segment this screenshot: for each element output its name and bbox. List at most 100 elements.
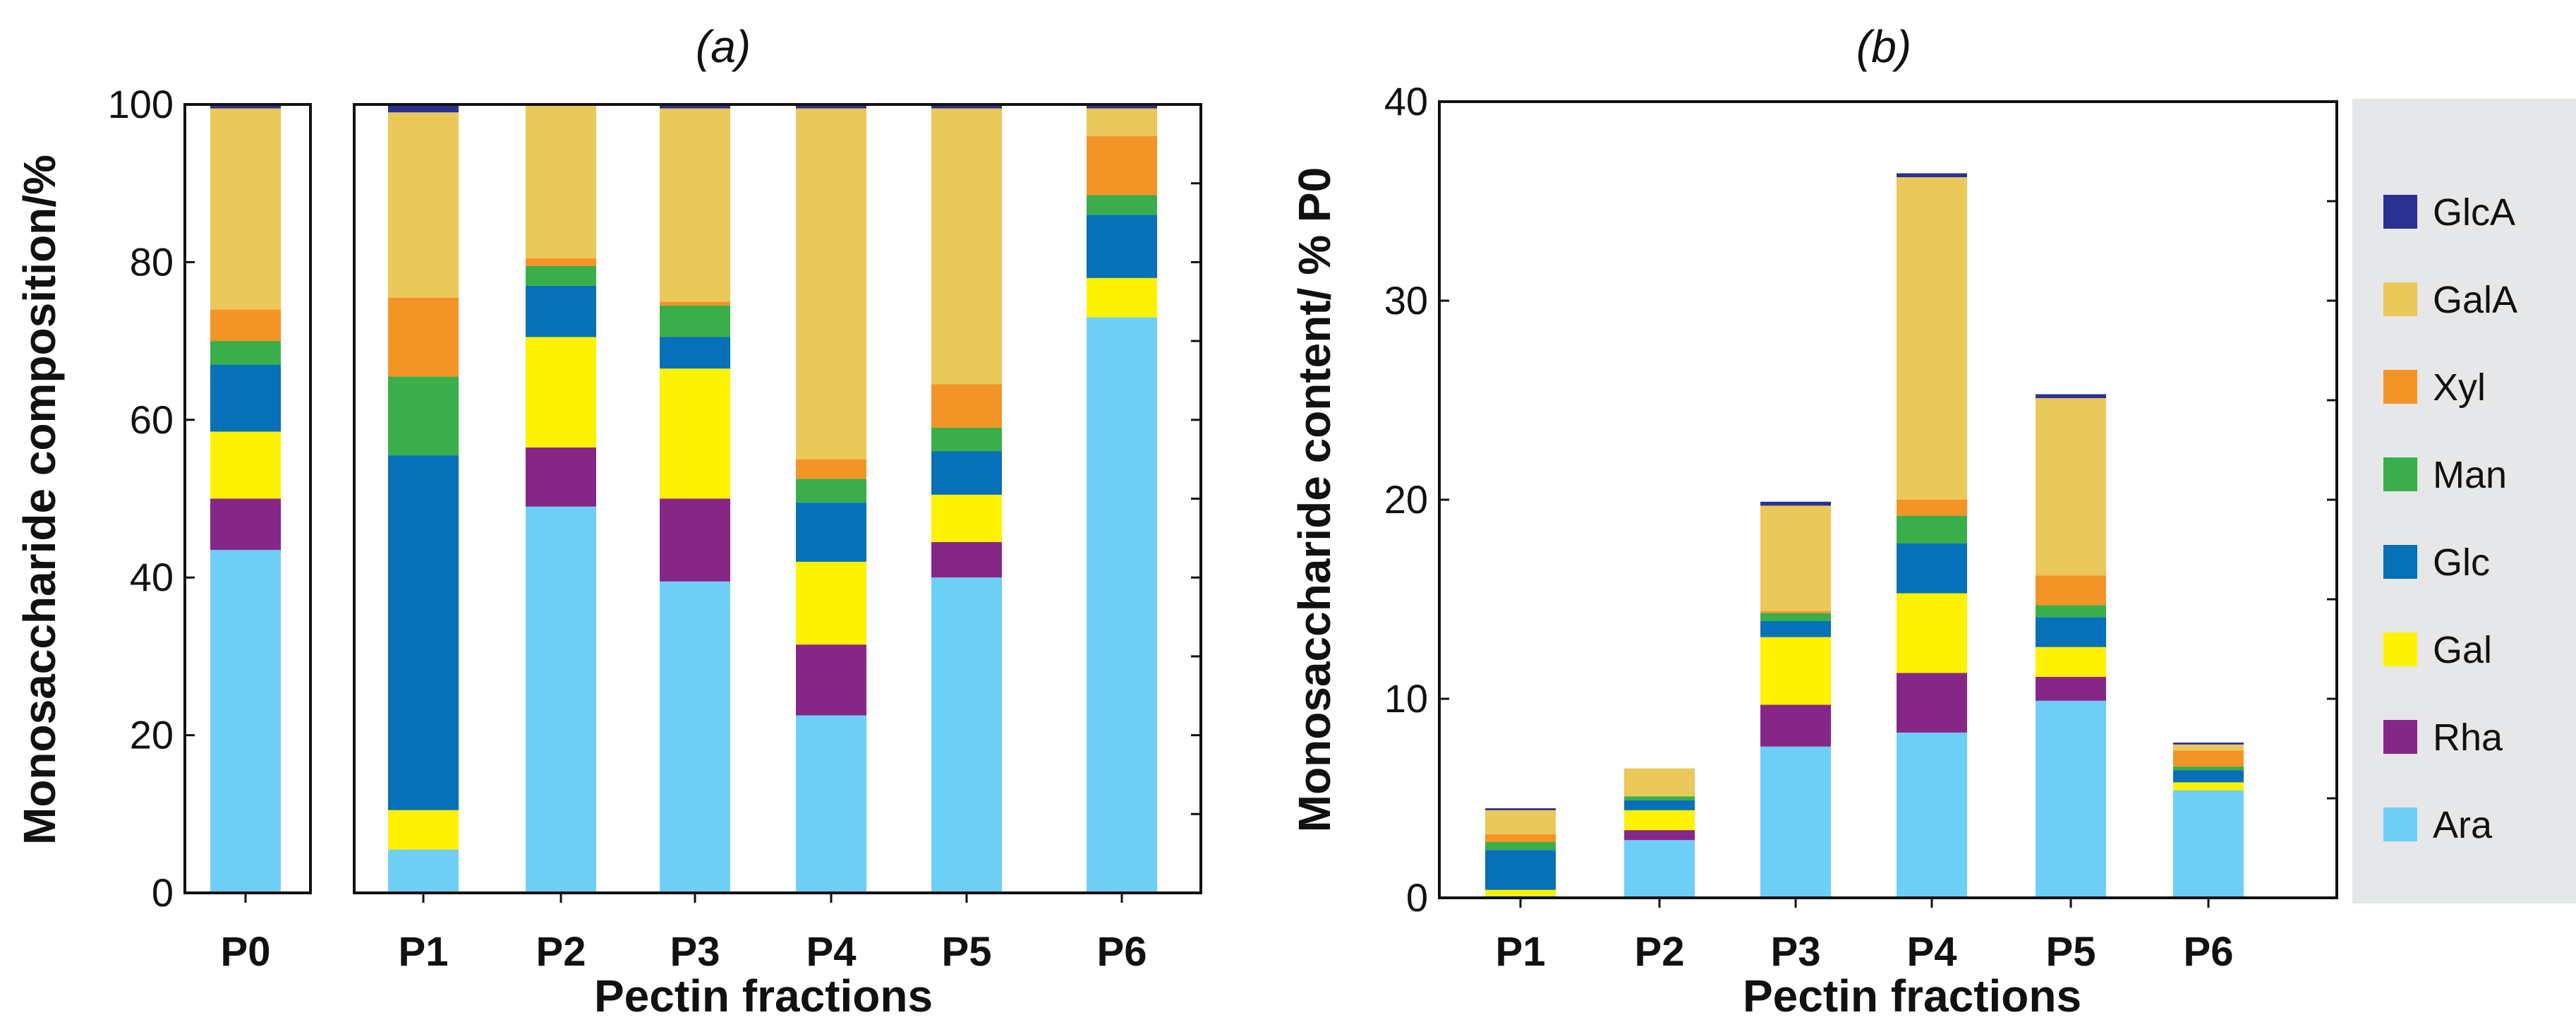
legend-label-man: Man [2433,454,2507,496]
panel-a-x-axis-title: Pectin fractions [594,971,933,1021]
bar-segment-a-p2-xyl [526,258,596,266]
y-tick-label-b: 20 [1384,477,1428,522]
bar-segment-a-p3-gala [660,108,730,302]
bar-segment-a-p3-xyl [660,301,730,306]
bar-segment-a-p1-gala [388,112,459,298]
legend-box [2352,99,2576,903]
panel-a-y-axis-title: Monosaccharide composition/% [14,155,65,845]
bar-segment-b-p6-gala [2173,744,2244,751]
panel-a-frame-1 [183,103,312,894]
x-tick-label-a-p1: P1 [399,929,449,975]
bar-segment-a-p0-gal [210,431,281,499]
bar-segment-b-p4-gal [1897,593,1967,673]
bar-segment-a-p6-glca [1087,104,1157,109]
x-tick-label-b-p4: P4 [1907,929,1957,975]
legend: GlcA GalA Xyl Man Glc Gal Rha Ara [2352,99,2576,903]
bar-segment-a-p5-rha [931,541,1002,578]
x-tick-label-a-p3: P3 [670,929,720,975]
bar-segment-a-p2-man [526,266,596,286]
bar-segment-b-p3-rha [1760,704,1831,747]
bar-segment-b-p2-rha [1624,830,1695,841]
bar-segment-b-p3-gal [1760,637,1831,705]
x-tick-label-a-p4: P4 [806,929,857,975]
x-tick-label-a-p5: P5 [942,929,992,975]
panel-b-title: (b) [1856,21,1911,72]
bar-segment-a-p0-glc [210,364,281,432]
bar-segment-a-p0-gala [210,108,281,310]
bar-segment-a-p6-xyl [1087,136,1157,196]
bar-segment-a-p1-man [388,376,459,456]
bar-segment-a-p6-man [1087,195,1157,215]
panel-b-plot: P1 P2 P3 P4 P5 P6 0 10 20 30 40 [1384,79,2338,975]
y-tick-label-a: 100 [108,82,174,126]
bar-segment-b-p6-ara [2173,790,2244,898]
bar-segment-a-p1-glc [388,455,459,810]
y-tick-label-b: 0 [1406,875,1428,920]
bar-segment-b-p1-gala [1485,810,1556,834]
legend-label-gala: GalA [2433,279,2517,321]
x-tick-label-b-p2: P2 [1635,929,1685,975]
bar-segment-a-p5-gala [931,108,1002,385]
legend-swatch-gal [2383,632,2417,666]
bar-segment-b-p5-glc [2036,617,2106,647]
legend-label-glca: GlcA [2433,191,2515,234]
legend-swatch-glca [2383,195,2417,229]
bar-segment-a-p5-glc [931,451,1002,495]
x-tick-label-b-p6: P6 [2184,929,2234,975]
bar-segment-a-p6-gal [1087,277,1157,318]
bar-segment-a-p2-gala [526,104,596,258]
bar-segment-a-p2-gal [526,337,596,448]
legend-swatch-rha [2383,720,2417,754]
bar-segment-a-p3-glca [660,104,730,109]
y-tick-label-a: 20 [130,713,174,757]
x-tick-label-b-p3: P3 [1771,929,1821,975]
bar-segment-a-p3-man [660,305,730,337]
bar-segment-b-p4-glc [1897,543,1967,594]
bar-segment-b-p1-glca [1485,808,1556,810]
bar-segment-a-p2-glc [526,285,596,337]
bar-segment-a-p0-ara [210,550,281,893]
bar-segment-b-p1-man [1485,842,1556,851]
bar-segment-b-p1-gal [1485,889,1556,896]
bar-segment-b-p4-rha [1897,673,1967,733]
y-tick-label-b: 10 [1384,676,1428,721]
bar-segment-a-p4-xyl [796,459,866,479]
bar-segment-a-p4-glca [796,104,866,109]
bar-segment-a-p6-gala [1087,108,1157,136]
bar-segment-a-p6-ara [1087,317,1157,894]
bar-segment-b-p6-glc [2173,770,2244,783]
bar-segment-b-p3-glca [1760,501,1831,506]
x-tick-label-a-p0: P0 [221,929,271,975]
panel-a-frame-2 [353,103,1202,894]
legend-swatch-gala [2383,282,2417,316]
bar-segment-b-p5-gala [2036,398,2106,576]
x-tick-label-b-p1: P1 [1496,929,1546,975]
bar-segment-b-p3-ara [1760,746,1831,898]
bar-segment-b-p4-man [1897,515,1967,544]
bar-segment-a-p1-xyl [388,297,459,377]
bar-segment-a-p4-glc [796,503,866,562]
bar-segment-a-p0-xyl [210,309,281,342]
bar-segment-a-p5-xyl [931,384,1002,428]
y-tick-label-a: 40 [130,555,174,599]
legend-label-glc: Glc [2433,541,2490,584]
y-tick-label-a: 80 [130,239,174,284]
y-tick-label-b: 30 [1384,278,1428,323]
legend-swatch-man [2383,457,2417,491]
bar-segment-b-p6-glca [2173,743,2244,745]
bar-segment-b-p5-ara [2036,700,2106,898]
bar-segment-a-p5-ara [931,577,1002,893]
panel-a-title: (a) [696,21,751,72]
bar-segment-a-p5-glca [931,104,1002,109]
bar-segment-b-p3-xyl [1760,611,1831,613]
legend-label-rha: Rha [2433,716,2503,759]
bar-segment-a-p4-gala [796,108,866,460]
bar-segment-a-p3-ara [660,581,730,893]
legend-label-xyl: Xyl [2433,366,2486,409]
bar-segment-a-p0-man [210,341,281,365]
bar-segment-a-p1-gal [388,810,459,850]
bar-segment-b-p5-xyl [2036,575,2106,606]
bar-segment-b-p4-ara [1897,732,1967,898]
bar-segment-b-p4-gala [1897,177,1967,500]
panel-a-plot: P0 P1 P2 P3 P4 P5 P6 0 20 40 60 80 100 [108,82,1202,975]
